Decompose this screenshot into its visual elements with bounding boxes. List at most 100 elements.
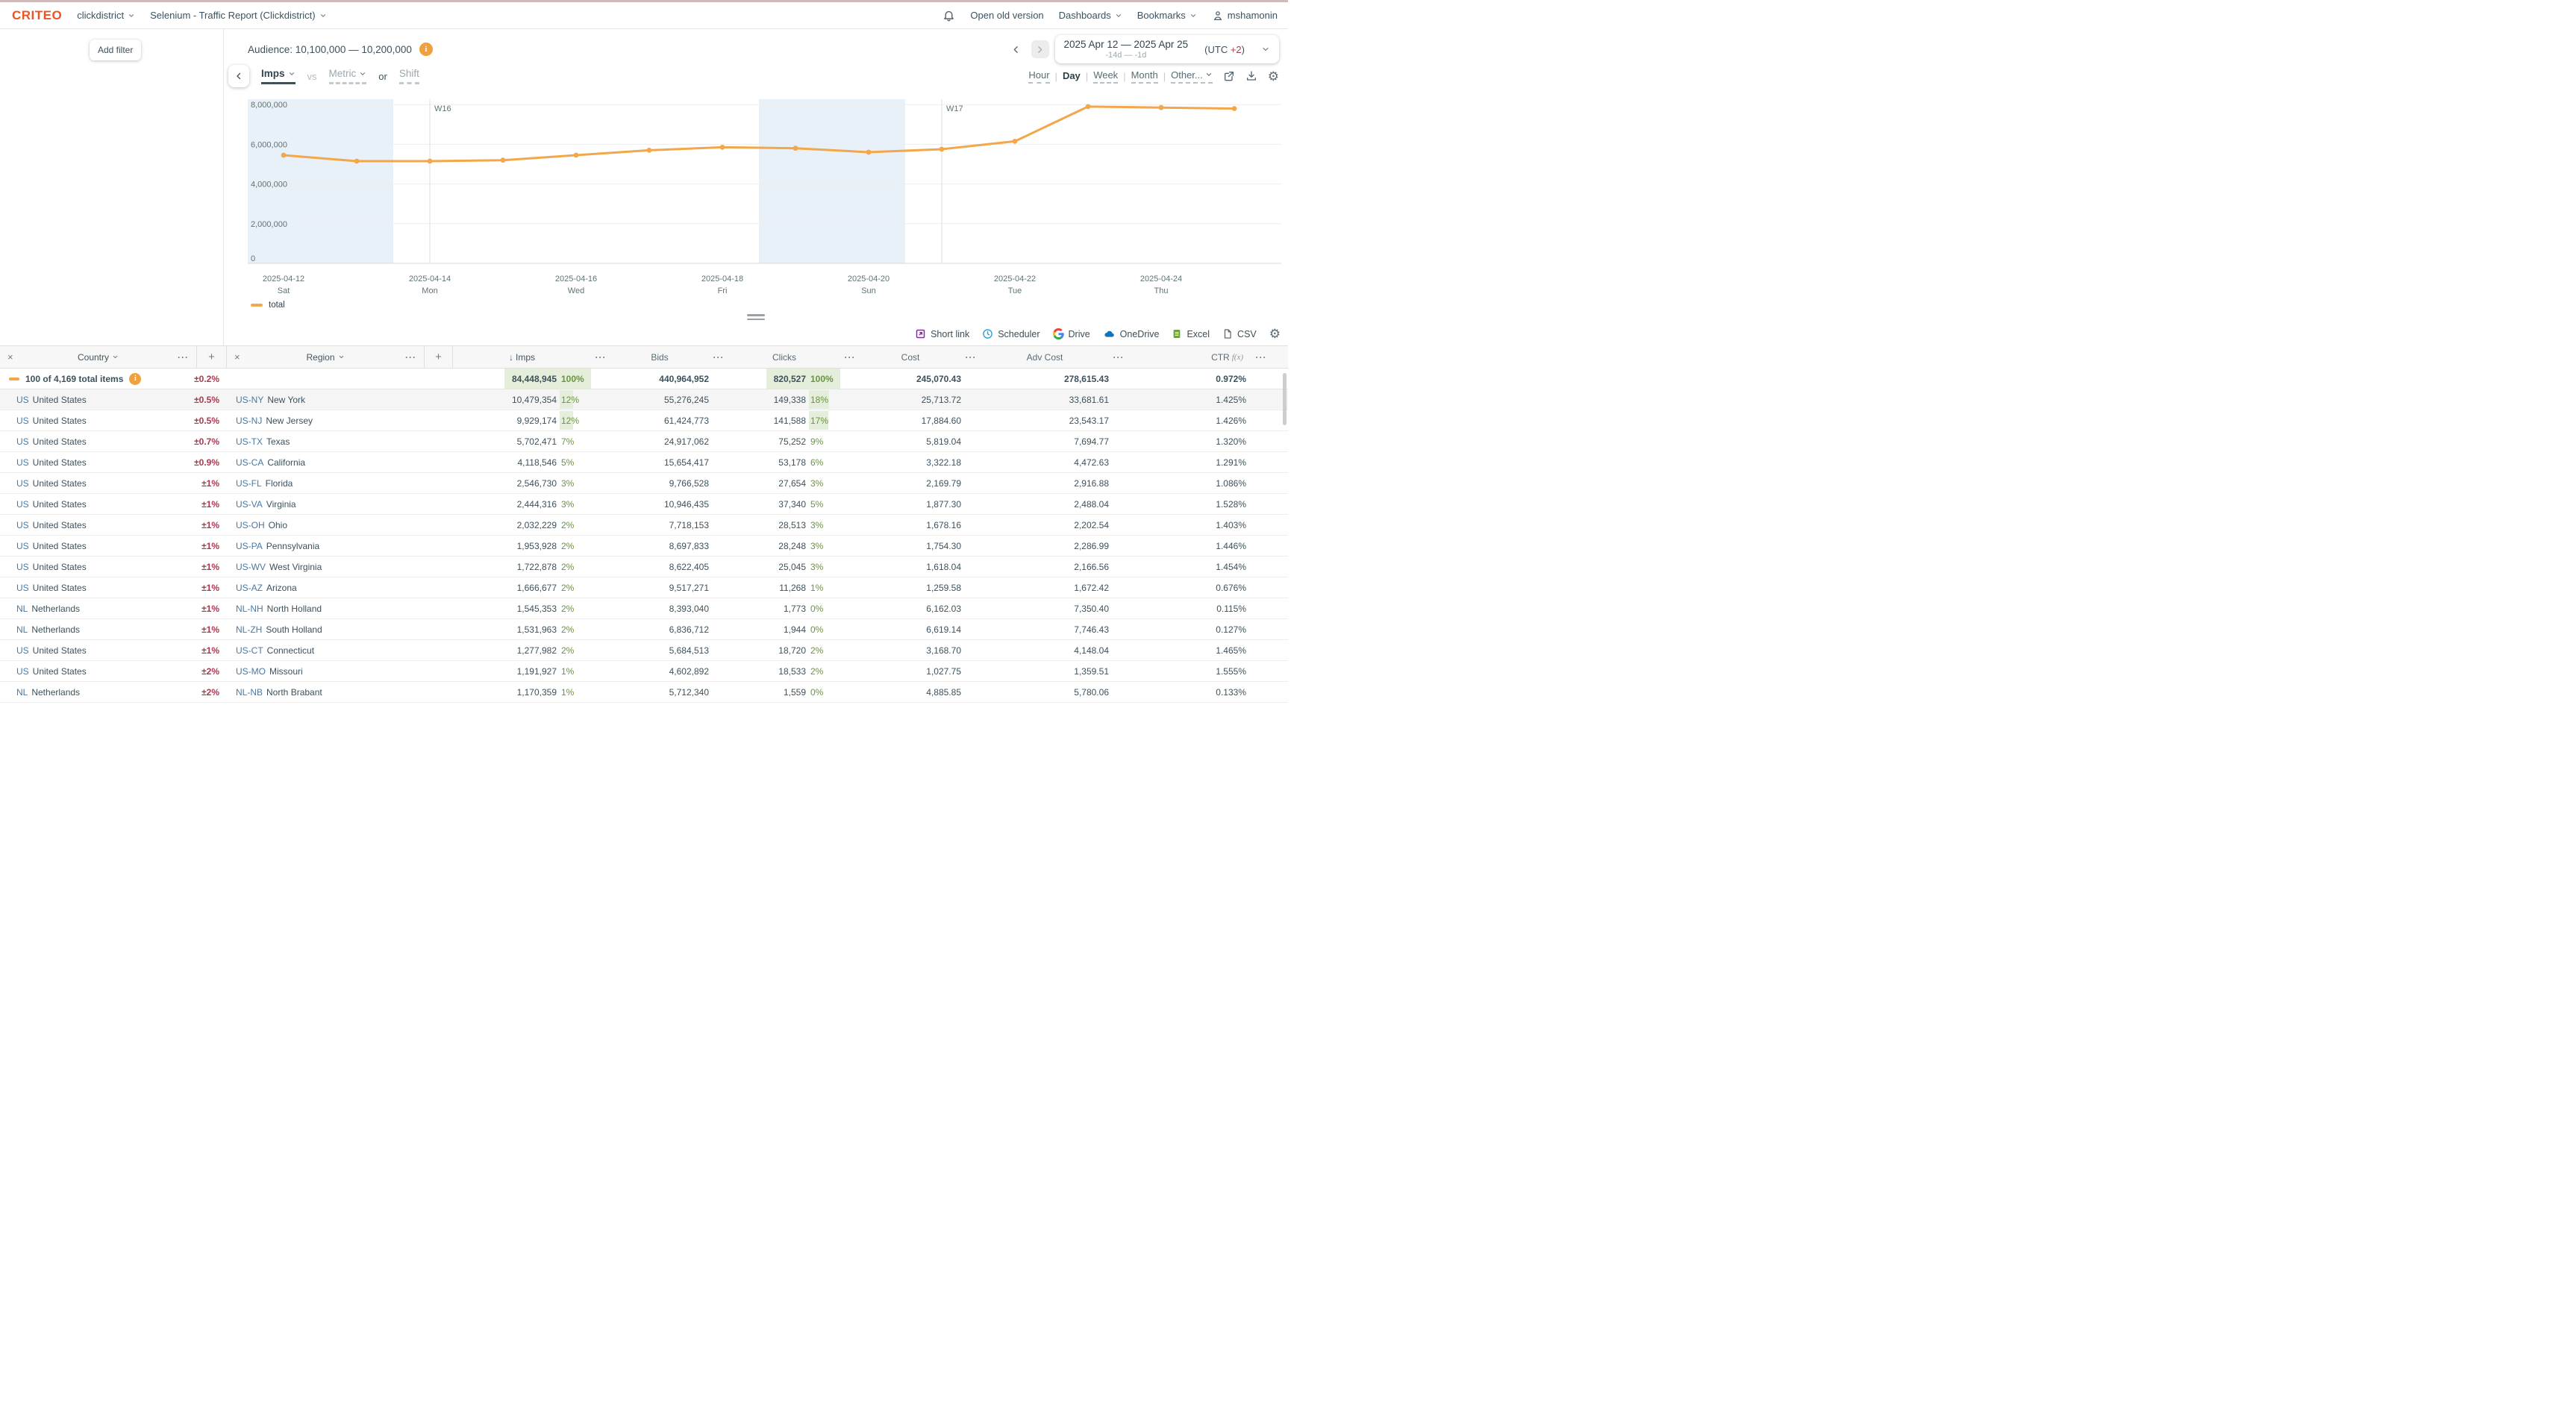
region-column-header[interactable]: Region: [306, 352, 344, 363]
country-code-link[interactable]: US: [16, 519, 29, 530]
chart-settings-gear-icon[interactable]: ⚙: [1267, 69, 1279, 84]
bookmarks-menu[interactable]: Bookmarks: [1137, 10, 1197, 21]
criteo-logo[interactable]: CRITEO: [12, 7, 63, 22]
export-csv-button[interactable]: CSV: [1222, 328, 1257, 339]
region-code-link[interactable]: US-CA: [236, 457, 264, 468]
table-row[interactable]: US United States ±1% US-CT Connecticut 1,277,…: [0, 640, 1288, 661]
granularity-day[interactable]: Day: [1062, 69, 1081, 81]
export-onedrive-button[interactable]: OneDrive: [1103, 328, 1159, 339]
table-row[interactable]: NL Netherlands ±1% NL-ZH South Holland 1,531,…: [0, 619, 1288, 640]
cost-column-menu-icon[interactable]: ···: [965, 351, 977, 363]
ctr-column-menu-icon[interactable]: ···: [1255, 351, 1267, 363]
region-code-link[interactable]: US-MO: [236, 665, 266, 677]
table-row[interactable]: US United States ±1% US-FL Florida 2,546,730 3…: [0, 473, 1288, 494]
table-row[interactable]: US United States ±0.5% US-NY New York 10,479,…: [0, 389, 1288, 410]
country-code-link[interactable]: US: [16, 498, 29, 510]
date-prev-button[interactable]: [1007, 40, 1025, 58]
table-totals-row[interactable]: 100 of 4,169 total items i ±0.2% 84,448,945…: [0, 369, 1288, 389]
country-code-link[interactable]: NL: [16, 603, 28, 614]
region-code-link[interactable]: US-WV: [236, 561, 266, 572]
notifications-bell-icon[interactable]: [942, 9, 955, 22]
totals-info-icon[interactable]: i: [129, 372, 142, 385]
region-code-link[interactable]: US-AZ: [236, 582, 263, 593]
remove-region-column-icon[interactable]: ×: [234, 351, 240, 363]
table-row[interactable]: US United States ±1% US-PA Pennsylvania 1,953…: [0, 536, 1288, 557]
country-code-link[interactable]: US: [16, 436, 29, 447]
country-code-link[interactable]: US: [16, 561, 29, 572]
traffic-line-chart[interactable]: W16 W17 0 2,000,000 4,000,000 6,000,000 8,000,…: [224, 89, 1288, 299]
country-code-link[interactable]: US: [16, 665, 29, 677]
region-code-link[interactable]: US-TX: [236, 436, 263, 447]
granularity-hour[interactable]: Hour: [1028, 69, 1050, 84]
table-row[interactable]: NL Netherlands ±2% NL-NB North Brabant 1,170,…: [0, 682, 1288, 703]
export-excel-button[interactable]: Excel: [1172, 328, 1210, 339]
collapse-panel-button[interactable]: [228, 65, 249, 87]
country-code-link[interactable]: US: [16, 415, 29, 426]
country-column-header[interactable]: Country: [78, 352, 119, 363]
date-range-picker[interactable]: 2025 Apr 12 — 2025 Apr 25 -14d — -1d (UT…: [1054, 35, 1279, 63]
region-code-link[interactable]: NL-ZH: [236, 624, 263, 635]
bids-column-menu-icon[interactable]: ···: [713, 351, 725, 363]
table-row[interactable]: US United States ±1% US-VA Virginia 2,444,316…: [0, 494, 1288, 515]
region-code-link[interactable]: NL-NB: [236, 686, 263, 698]
export-short-link-button[interactable]: Short link: [915, 328, 969, 339]
adv-cost-column-menu-icon[interactable]: ···: [1113, 351, 1125, 363]
open-in-new-icon[interactable]: [1223, 70, 1235, 82]
region-code-link[interactable]: US-VA: [236, 498, 263, 510]
chart-legend[interactable]: total: [251, 299, 1288, 311]
bids-column-header[interactable]: Bids: [651, 351, 669, 363]
table-row[interactable]: US United States ±0.9% US-CA California 4,118…: [0, 452, 1288, 473]
country-code-link[interactable]: US: [16, 645, 29, 656]
clicks-column-menu-icon[interactable]: ···: [844, 351, 856, 363]
account-switcher[interactable]: clickdistrict: [77, 10, 135, 21]
dashboards-menu[interactable]: Dashboards: [1059, 10, 1122, 21]
open-old-version-link[interactable]: Open old version: [970, 10, 1044, 21]
region-code-link[interactable]: US-FL: [236, 477, 262, 489]
country-code-link[interactable]: US: [16, 477, 29, 489]
table-row[interactable]: US United States ±1% US-AZ Arizona 1,666,677 2…: [0, 577, 1288, 598]
country-code-link[interactable]: NL: [16, 624, 28, 635]
region-code-link[interactable]: US-NY: [236, 394, 264, 405]
export-drive-button[interactable]: Drive: [1052, 328, 1090, 339]
user-menu[interactable]: mshamonin: [1212, 10, 1278, 22]
granularity-month[interactable]: Month: [1131, 69, 1158, 84]
table-row[interactable]: US United States ±1% US-OH Ohio 2,032,229 2% 7,…: [0, 515, 1288, 536]
region-code-link[interactable]: US-NJ: [236, 415, 263, 426]
country-code-link[interactable]: US: [16, 394, 29, 405]
metric-selector-compare[interactable]: Metric: [328, 68, 367, 84]
table-row[interactable]: US United States ±2% US-MO Missouri 1,191,927…: [0, 661, 1288, 682]
export-scheduler-button[interactable]: Scheduler: [982, 328, 1040, 339]
region-code-link[interactable]: US-PA: [236, 540, 263, 551]
granularity-other[interactable]: Other...: [1171, 69, 1213, 84]
metric-selector-primary[interactable]: Imps: [261, 68, 296, 84]
table-row[interactable]: US United States ±1% US-WV West Virginia 1,72…: [0, 557, 1288, 577]
country-code-link[interactable]: US: [16, 540, 29, 551]
cost-column-header[interactable]: Cost: [901, 351, 920, 363]
report-title-dropdown[interactable]: Selenium - Traffic Report (Clickdistrict…: [150, 10, 327, 21]
imps-column-header[interactable]: ↓ Imps: [508, 351, 535, 363]
country-code-link[interactable]: US: [16, 457, 29, 468]
audience-info-icon[interactable]: i: [419, 43, 433, 56]
download-icon[interactable]: [1245, 70, 1257, 82]
date-next-button[interactable]: [1031, 40, 1049, 58]
country-code-link[interactable]: NL: [16, 686, 28, 698]
granularity-week[interactable]: Week: [1093, 69, 1119, 84]
region-code-link[interactable]: US-CT: [236, 645, 263, 656]
country-column-menu-icon[interactable]: ···: [178, 351, 189, 363]
table-row[interactable]: US United States ±0.5% US-NJ New Jersey 9,929…: [0, 410, 1288, 431]
vertical-scrollbar[interactable]: [1283, 373, 1287, 425]
shift-selector[interactable]: Shift: [398, 68, 419, 84]
table-settings-gear-icon[interactable]: ⚙: [1269, 327, 1281, 341]
adv-cost-column-header[interactable]: Adv Cost: [1026, 351, 1063, 363]
region-column-menu-icon[interactable]: ···: [405, 351, 416, 363]
ctr-column-header[interactable]: CTR f(x): [1211, 351, 1243, 363]
region-code-link[interactable]: NL-NH: [236, 603, 263, 614]
remove-country-column-icon[interactable]: ×: [7, 351, 13, 363]
region-code-link[interactable]: US-OH: [236, 519, 265, 530]
table-row[interactable]: US United States ±0.7% US-TX Texas 5,702,471 7…: [0, 431, 1288, 452]
imps-column-menu-icon[interactable]: ···: [595, 351, 607, 363]
add-filter-button[interactable]: Add filter: [90, 40, 142, 60]
table-row[interactable]: NL Netherlands ±1% NL-NH North Holland 1,545,…: [0, 598, 1288, 619]
panel-resize-handle[interactable]: [747, 314, 765, 322]
add-dimension-button[interactable]: +: [425, 346, 453, 368]
